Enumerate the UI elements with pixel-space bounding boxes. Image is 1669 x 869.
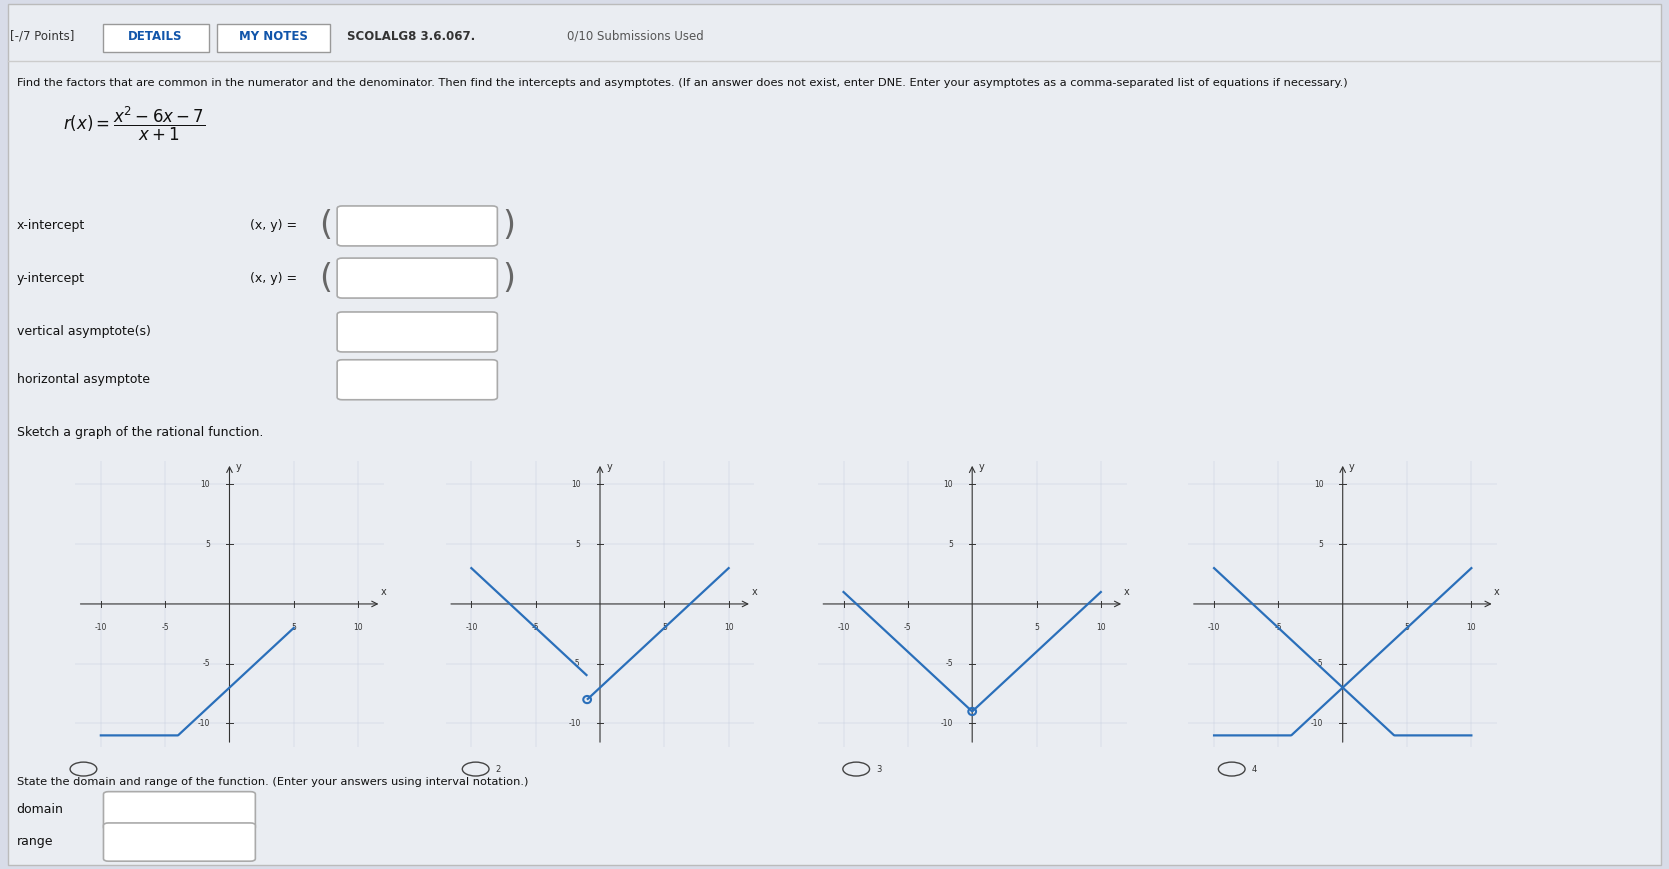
Text: y: y	[235, 461, 242, 472]
Text: 10: 10	[1467, 623, 1475, 632]
Text: Sketch a graph of the rational function.: Sketch a graph of the rational function.	[17, 427, 264, 439]
FancyBboxPatch shape	[103, 24, 209, 52]
Text: 0/10 Submissions Used: 0/10 Submissions Used	[567, 30, 704, 43]
Text: x: x	[381, 587, 387, 597]
FancyBboxPatch shape	[337, 360, 497, 400]
Text: 5: 5	[292, 623, 297, 632]
Text: 2: 2	[496, 765, 501, 773]
Text: range: range	[17, 835, 53, 847]
Text: (: (	[319, 209, 332, 242]
Text: -5: -5	[945, 660, 953, 668]
Text: x: x	[1494, 587, 1500, 597]
Text: -10: -10	[569, 719, 581, 728]
Text: -5: -5	[1275, 623, 1282, 632]
Text: y: y	[1349, 461, 1355, 472]
Text: ): )	[502, 209, 516, 242]
Text: x-intercept: x-intercept	[17, 220, 85, 232]
Text: 5: 5	[1319, 540, 1324, 548]
Text: domain: domain	[17, 804, 63, 816]
Text: 5: 5	[1035, 623, 1040, 632]
Text: x: x	[751, 587, 758, 597]
Text: y-intercept: y-intercept	[17, 272, 85, 284]
Text: -5: -5	[532, 623, 539, 632]
FancyBboxPatch shape	[337, 206, 497, 246]
Text: 5: 5	[576, 540, 581, 548]
Text: y: y	[606, 461, 613, 472]
FancyBboxPatch shape	[8, 4, 1661, 865]
Text: SCOLALG8 3.6.067.: SCOLALG8 3.6.067.	[347, 30, 476, 43]
Text: vertical asymptote(s): vertical asymptote(s)	[17, 326, 150, 338]
Text: ): )	[502, 262, 516, 295]
Text: 10: 10	[943, 480, 953, 489]
Text: 5: 5	[663, 623, 668, 632]
Text: MY NOTES: MY NOTES	[239, 30, 309, 43]
Text: [-/7 Points]: [-/7 Points]	[10, 30, 75, 43]
Text: 10: 10	[354, 623, 362, 632]
Text: 10: 10	[1097, 623, 1105, 632]
Text: -10: -10	[466, 623, 477, 632]
Text: -5: -5	[1315, 660, 1324, 668]
Text: 10: 10	[724, 623, 733, 632]
Text: -5: -5	[572, 660, 581, 668]
Text: (x, y) =: (x, y) =	[250, 272, 297, 284]
Text: -10: -10	[941, 719, 953, 728]
FancyBboxPatch shape	[103, 823, 255, 861]
Text: State the domain and range of the function. (Enter your answers using interval n: State the domain and range of the functi…	[17, 777, 527, 787]
Text: -10: -10	[95, 623, 107, 632]
Text: DETAILS: DETAILS	[129, 30, 182, 43]
Text: -10: -10	[1312, 719, 1324, 728]
Text: -10: -10	[1208, 623, 1220, 632]
Text: $r(x) = \dfrac{x^2 - 6x - 7}{x + 1}$: $r(x) = \dfrac{x^2 - 6x - 7}{x + 1}$	[63, 104, 205, 143]
Text: 10: 10	[1314, 480, 1324, 489]
FancyBboxPatch shape	[103, 792, 255, 830]
Text: -10: -10	[838, 623, 850, 632]
Text: (: (	[319, 262, 332, 295]
Text: horizontal asymptote: horizontal asymptote	[17, 374, 150, 386]
Text: 5: 5	[948, 540, 953, 548]
Text: -10: -10	[199, 719, 210, 728]
FancyBboxPatch shape	[337, 312, 497, 352]
FancyBboxPatch shape	[337, 258, 497, 298]
Text: 3: 3	[876, 765, 881, 773]
Text: 5: 5	[205, 540, 210, 548]
Text: -5: -5	[202, 660, 210, 668]
Text: (x, y) =: (x, y) =	[250, 220, 297, 232]
Text: x: x	[1123, 587, 1130, 597]
Text: 10: 10	[571, 480, 581, 489]
Text: -5: -5	[905, 623, 911, 632]
Text: Find the factors that are common in the numerator and the denominator. Then find: Find the factors that are common in the …	[17, 78, 1347, 89]
Text: y: y	[978, 461, 985, 472]
Text: 5: 5	[1405, 623, 1410, 632]
Text: -5: -5	[162, 623, 169, 632]
Text: 4: 4	[1252, 765, 1257, 773]
Text: 10: 10	[200, 480, 210, 489]
FancyBboxPatch shape	[217, 24, 330, 52]
